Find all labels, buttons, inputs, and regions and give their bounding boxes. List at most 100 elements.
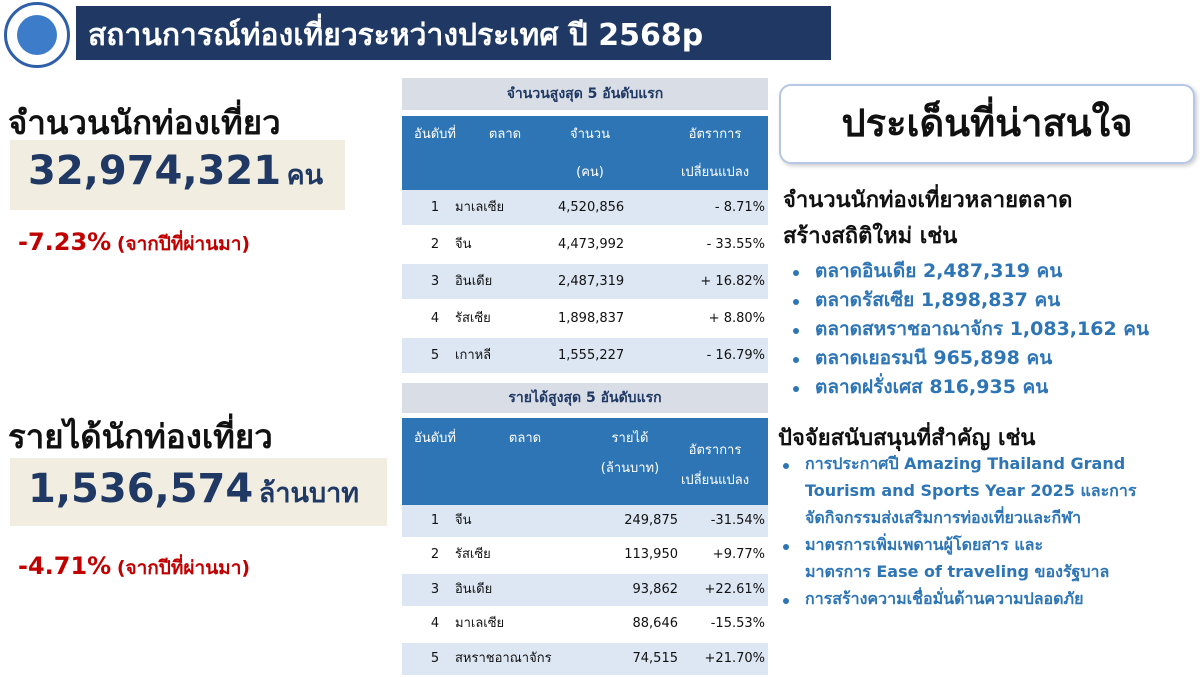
- table-cell: 113,950: [624, 547, 678, 563]
- table-cell: สหราชอาณาจักร: [455, 650, 552, 666]
- table-row-bg: [402, 573, 768, 607]
- factor-line: Tourism and Sports Year 2025 และการ: [805, 481, 1137, 500]
- table-cell: 93,862: [632, 581, 679, 597]
- table-header-cell: อันดับที่: [414, 127, 456, 142]
- kpi-change-row: -4.71% (จากปีที่ผ่านมา): [18, 552, 250, 583]
- table-cell: 74,515: [632, 650, 679, 666]
- table-header-cell: (ล้านบาท): [600, 461, 660, 476]
- records-heading: สร้างสถิติใหม่ เช่น: [783, 224, 958, 249]
- kpi-note: (จากปีที่ผ่านมา): [116, 557, 251, 579]
- table-row-bg: [402, 642, 768, 675]
- table-cell: จีน: [455, 513, 472, 528]
- factors-heading: ปัจจัยสนับสนุนที่สำคัญ เช่น: [778, 426, 1036, 451]
- table-cell: เกาหลี: [455, 348, 492, 363]
- table-cell: 5: [430, 348, 440, 363]
- table-header-cell: ตลาด: [508, 431, 542, 446]
- table-cell: 3: [430, 274, 440, 289]
- kpi-label: จำนวนนักท่องเที่ยว: [8, 103, 281, 142]
- table-cell: 4,520,856: [558, 200, 625, 215]
- table-cell: - 8.71%: [714, 200, 765, 215]
- kpi-note: (จากปีที่ผ่านมา): [116, 233, 251, 255]
- table-cell: อินเดีย: [455, 274, 493, 289]
- table-cell: +22.61%: [704, 581, 765, 597]
- table-header-cell: รายได้: [611, 431, 649, 446]
- table-cell: 1: [430, 513, 440, 528]
- factor-line: การประกาศปี Amazing Thailand Grand: [782, 452, 1125, 477]
- table-row-bg: [402, 301, 768, 336]
- table-cell: -15.53%: [710, 616, 765, 632]
- kpi-change: -4.71%: [18, 552, 112, 580]
- kpi-change-row: -7.23% (จากปีที่ผ่านมา): [18, 228, 250, 259]
- table-cell: - 33.55%: [706, 237, 765, 252]
- kpi-value-row: 32,974,321 คน: [28, 148, 323, 196]
- table-row-bg: [402, 227, 768, 262]
- table-cell: 3: [430, 581, 440, 597]
- table-cell: จีน: [455, 237, 472, 252]
- table-cell: + 8.80%: [708, 311, 765, 326]
- records-heading: จำนวนนักท่องเที่ยวหลายตลาด: [783, 188, 1073, 213]
- logo-inner: [17, 15, 57, 55]
- table-header-cell: อัตราการ: [688, 443, 742, 458]
- table-cell: รัสเซีย: [455, 547, 491, 563]
- kpi-unit: ล้านบาท: [258, 478, 360, 509]
- table-cell: + 16.82%: [700, 274, 765, 289]
- table-row-bg: [402, 505, 768, 538]
- factor-line: มาตรการ Ease of traveling ของรัฐบาล: [805, 562, 1110, 581]
- kpi-label: รายได้นักท่องเที่ยว: [8, 417, 273, 456]
- table-cell: 249,875: [624, 513, 678, 528]
- table-title: จำนวนสูงสุด 5 อันดับแรก: [506, 86, 664, 102]
- table-cell: +21.70%: [704, 650, 765, 666]
- table-header-cell: เปลี่ยนแปลง: [680, 473, 750, 488]
- table-header-cell: อัตราการ: [688, 127, 742, 142]
- table-title: รายได้สูงสุด 5 อันดับแรก: [508, 390, 662, 406]
- table-cell: 2: [430, 547, 440, 563]
- table-cell: 2,487,319: [558, 274, 625, 289]
- table-header-bg: [402, 418, 768, 505]
- kpi-value: 32,974,321: [28, 148, 282, 194]
- table-title-bg: [402, 78, 768, 110]
- table-header-cell: จำนวน: [570, 127, 610, 142]
- table-row-bg: [402, 338, 768, 373]
- highlight-box: [779, 84, 1195, 164]
- table-cell: 4: [430, 311, 440, 326]
- table-cell: 2: [430, 237, 440, 252]
- header-bar: [76, 6, 831, 60]
- table-row-bg: [402, 264, 768, 299]
- table-row-bg: [402, 539, 768, 572]
- table-header-cell: (คน): [576, 165, 604, 180]
- kpi-unit: คน: [286, 160, 324, 191]
- table-title-bg: [402, 383, 768, 413]
- table-cell: 1,898,837: [558, 311, 625, 326]
- table-header-bg: [402, 116, 768, 190]
- table-header-cell: ตลาด: [488, 127, 522, 142]
- table-row-bg: [402, 190, 768, 225]
- table-cell: - 16.79%: [706, 348, 765, 363]
- table-cell: 1,555,227: [558, 348, 625, 363]
- record-bullet: ตลาดอินเดีย 2,487,319 คน: [792, 256, 1062, 286]
- kpi-value: 1,536,574: [28, 466, 254, 512]
- table-cell: +9.77%: [712, 547, 765, 563]
- table-cell: 1: [430, 200, 440, 215]
- logo: [4, 2, 70, 68]
- kpi-change: -7.23%: [18, 228, 112, 256]
- kpi-value-row: 1,536,574 ล้านบาท: [28, 466, 359, 514]
- factor-line: การสร้างความเชื่อมั่นด้านความปลอดภัย: [782, 587, 1083, 612]
- table-cell: 4: [430, 616, 440, 632]
- table-cell: 4,473,992: [558, 237, 625, 252]
- table-cell: 5: [430, 650, 440, 666]
- kpi-box: 32,974,321 คน: [10, 140, 345, 210]
- table-cell: อินเดีย: [455, 581, 493, 597]
- highlight-title: ประเด็นที่น่าสนใจ: [841, 101, 1133, 145]
- record-bullet: ตลาดสหราชอาณาจักร 1,083,162 คน: [792, 314, 1149, 344]
- table-cell: -31.54%: [710, 513, 765, 528]
- table-header-cell: เปลี่ยนแปลง: [680, 165, 750, 180]
- record-bullet: ตลาดฝรั่งเศส 816,935 คน: [792, 372, 1048, 402]
- kpi-box: 1,536,574 ล้านบาท: [10, 458, 387, 526]
- table-cell: มาเลเซีย: [455, 616, 505, 632]
- record-bullet: ตลาดรัสเซีย 1,898,837 คน: [792, 285, 1060, 315]
- table-cell: รัสเซีย: [455, 311, 491, 326]
- table-cell: มาเลเซีย: [455, 200, 505, 215]
- table-row-bg: [402, 608, 768, 641]
- table-cell: 88,646: [632, 616, 679, 632]
